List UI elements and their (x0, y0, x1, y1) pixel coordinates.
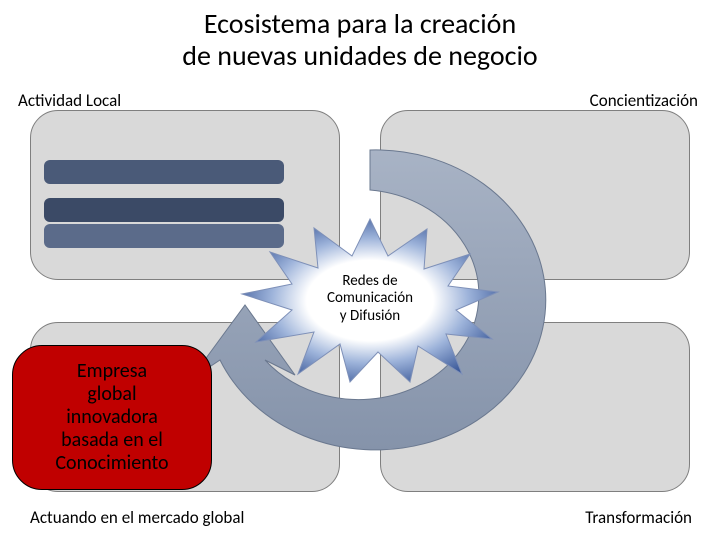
center-starburst: Redes de Comunicación y Difusión (238, 214, 502, 384)
redbox-l2: global (87, 382, 136, 406)
title-line2: de nuevas unidades de negocio (182, 38, 537, 73)
redbox-l4: basada en el (61, 428, 163, 452)
label-top-left: Actividad Local (18, 90, 121, 111)
label-top-right: Concientización (590, 90, 698, 111)
red-callout-box: Empresa global innovadora basada en el C… (12, 345, 212, 490)
label-bottom-right: Transformación (585, 507, 692, 528)
slide-title: Ecosistema para la creación de nuevas un… (0, 0, 720, 72)
redbox-l5: Conocimiento (55, 451, 168, 475)
center-l1: Redes de (342, 272, 397, 290)
redbox-l3: innovadora (66, 405, 158, 429)
center-l2: Comunicación (327, 289, 413, 307)
center-text: Redes de Comunicación y Difusión (300, 273, 440, 325)
title-line1: Ecosistema para la creación (204, 6, 516, 41)
bar-1 (44, 160, 284, 184)
red-callout-text: Empresa global innovadora basada en el C… (55, 360, 168, 475)
center-l3: y Difusión (340, 307, 400, 325)
redbox-l1: Empresa (77, 359, 147, 383)
label-bottom-left: Actuando en el mercado global (30, 507, 244, 528)
